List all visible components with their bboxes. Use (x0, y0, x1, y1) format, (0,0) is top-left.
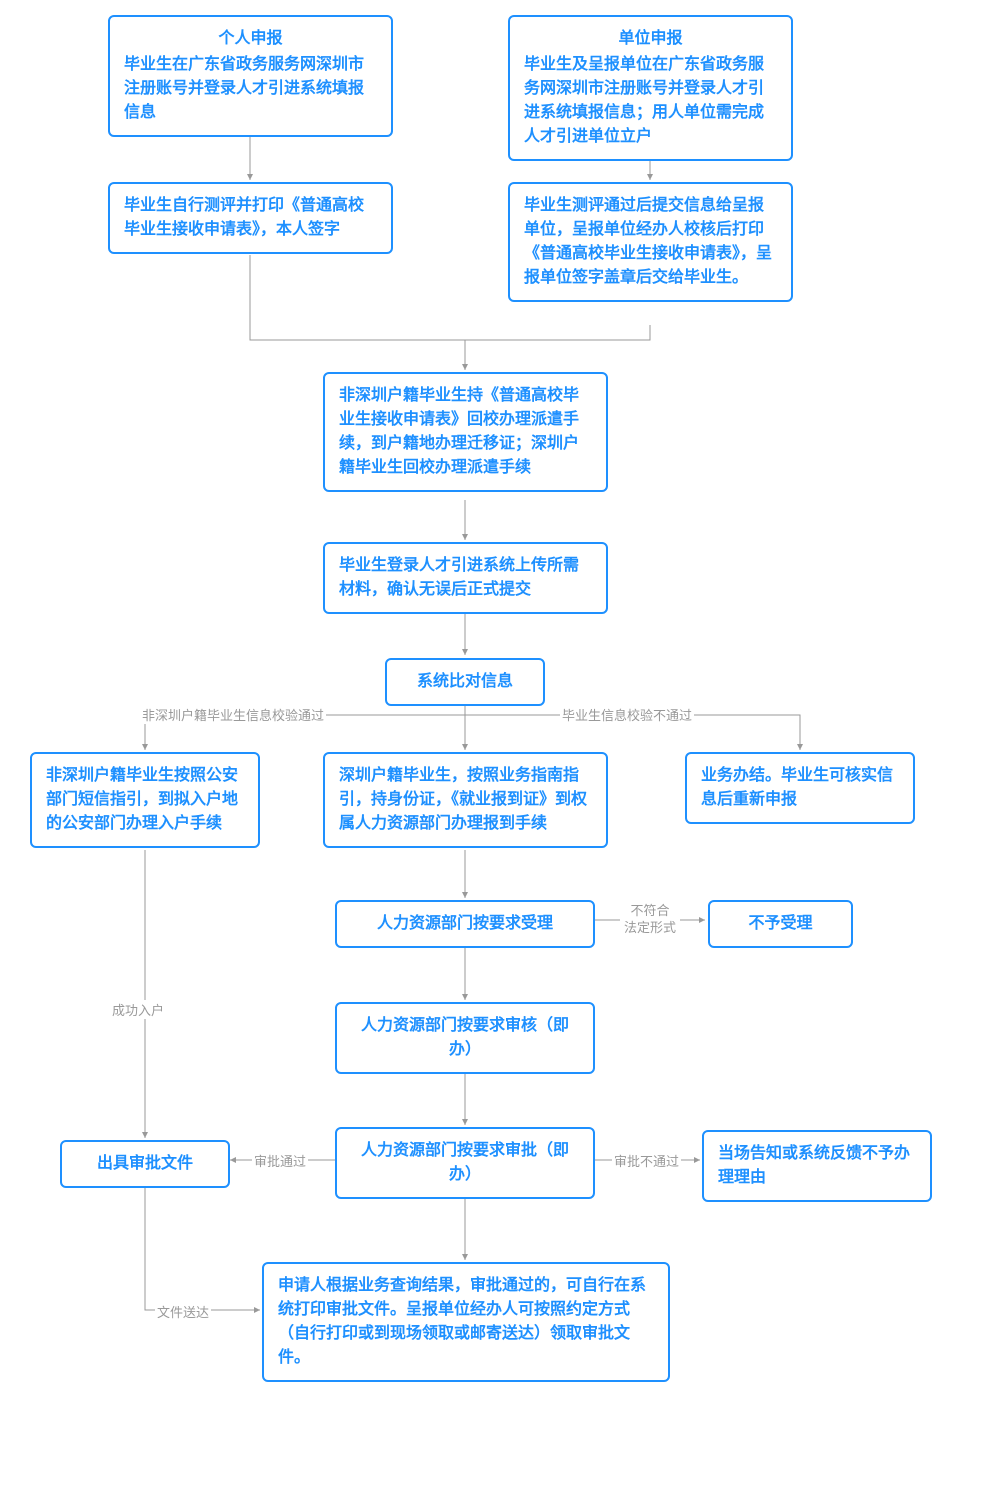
edge-label-nonsz-pass: 非深圳户籍毕业生信息校验通过 (140, 705, 326, 724)
node-text: 人力资源部门按要求审批（即办） (351, 1139, 579, 1187)
edge-label-fail: 毕业生信息校验不通过 (560, 705, 694, 724)
node-text: 申请人根据业务查询结果，审批通过的，可自行在系统打印审批文件。呈报单位经办人可按… (278, 1274, 654, 1370)
edge-label-success-huru: 成功入户 (110, 1000, 166, 1019)
node-final-print: 申请人根据业务查询结果，审批通过的，可自行在系统打印审批文件。呈报单位经办人可按… (262, 1262, 670, 1382)
node-unit-verify-print: 毕业生测评通过后提交信息给呈报单位，呈报单位经办人校核后打印《普通高校毕业生接收… (508, 182, 793, 302)
edge-label-approve-pass: 审批通过 (252, 1151, 308, 1170)
node-issue-doc: 出具审批文件 (60, 1140, 230, 1188)
node-upload-materials: 毕业生登录人才引进系统上传所需材料，确认无误后正式提交 (323, 542, 608, 614)
node-hr-accept: 人力资源部门按要求受理 (335, 900, 595, 948)
node-text: 人力资源部门按要求审核（即办） (351, 1014, 579, 1062)
edge-label-line1: 不符合 (630, 903, 669, 918)
node-text: 非深圳户籍毕业生持《普通高校毕业生接收申请表》回校办理派遣手续，到户籍地办理迁移… (339, 384, 592, 480)
node-text: 毕业生在广东省政务服务网深圳市注册账号并登录人才引进系统填报信息 (124, 53, 377, 125)
node-text: 毕业生及呈报单位在广东省政务服务网深圳市注册账号并登录人才引进系统填报信息；用人… (524, 53, 777, 149)
node-hr-review: 人力资源部门按要求审核（即办） (335, 1002, 595, 1074)
node-return-school-procedures: 非深圳户籍毕业生持《普通高校毕业生接收申请表》回校办理派遣手续，到户籍地办理迁移… (323, 372, 608, 492)
edge-label-file-delivered: 文件送达 (155, 1302, 211, 1321)
node-fail-end: 业务办结。毕业生可核实信息后重新申报 (685, 752, 915, 824)
node-text: 非深圳户籍毕业生按照公安部门短信指引，到拟入户地的公安部门办理入户手续 (46, 764, 244, 836)
node-sz-hr-report: 深圳户籍毕业生，按照业务指南指引，持身份证，《就业报到证》到权属人力资源部门办理… (323, 752, 608, 848)
node-text: 毕业生登录人才引进系统上传所需材料，确认无误后正式提交 (339, 554, 592, 602)
node-text: 毕业生测评通过后提交信息给呈报单位，呈报单位经办人校核后打印《普通高校毕业生接收… (524, 194, 777, 290)
node-text: 业务办结。毕业生可核实信息后重新申报 (701, 764, 899, 812)
node-text: 系统比对信息 (401, 670, 529, 694)
node-nonsz-police: 非深圳户籍毕业生按照公安部门短信指引，到拟入户地的公安部门办理入户手续 (30, 752, 260, 848)
node-title: 单位申报 (524, 27, 777, 51)
node-self-eval-print: 毕业生自行测评并打印《普通高校毕业生接收申请表》，本人签字 (108, 182, 393, 254)
node-hr-approve: 人力资源部门按要求审批（即办） (335, 1127, 595, 1199)
node-title: 个人申报 (124, 27, 377, 51)
node-system-compare: 系统比对信息 (385, 658, 545, 706)
node-text: 不予受理 (724, 912, 837, 936)
node-personal-report: 个人申报 毕业生在广东省政务服务网深圳市注册账号并登录人才引进系统填报信息 (108, 15, 393, 137)
node-text: 出具审批文件 (76, 1152, 214, 1176)
node-inform-reject: 当场告知或系统反馈不予办理理由 (702, 1130, 932, 1202)
node-text: 人力资源部门按要求受理 (351, 912, 579, 936)
node-text: 毕业生自行测评并打印《普通高校毕业生接收申请表》，本人签字 (124, 194, 377, 242)
edge-label-not-conform: 不符合 法定形式 (620, 903, 680, 937)
node-unit-report: 单位申报 毕业生及呈报单位在广东省政务服务网深圳市注册账号并登录人才引进系统填报… (508, 15, 793, 161)
edge-label-line2: 法定形式 (624, 920, 676, 935)
node-text: 当场告知或系统反馈不予办理理由 (718, 1142, 916, 1190)
edge-label-approve-fail: 审批不通过 (612, 1151, 681, 1170)
node-reject-accept: 不予受理 (708, 900, 853, 948)
node-text: 深圳户籍毕业生，按照业务指南指引，持身份证，《就业报到证》到权属人力资源部门办理… (339, 764, 592, 836)
